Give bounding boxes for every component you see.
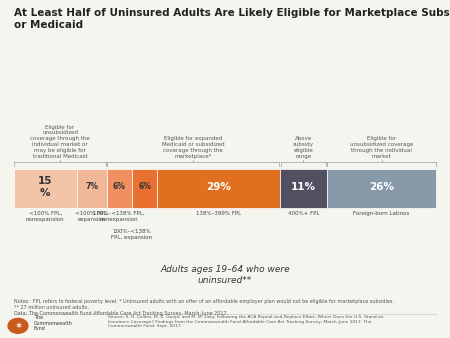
Text: 6%: 6% bbox=[138, 182, 151, 191]
FancyBboxPatch shape bbox=[132, 169, 158, 208]
Text: 26%: 26% bbox=[369, 182, 394, 192]
Text: 11%: 11% bbox=[291, 182, 316, 192]
Text: 29%: 29% bbox=[206, 182, 231, 192]
Text: 138%–399% FPL: 138%–399% FPL bbox=[196, 211, 241, 216]
FancyBboxPatch shape bbox=[280, 169, 327, 208]
Text: Adults ages 19–64 who were
uninsured**: Adults ages 19–64 who were uninsured** bbox=[160, 265, 290, 285]
Text: 100%–<138% FPL,
nonexpansion: 100%–<138% FPL, nonexpansion bbox=[94, 211, 145, 222]
FancyBboxPatch shape bbox=[107, 169, 132, 208]
Text: 7%: 7% bbox=[85, 182, 98, 191]
Circle shape bbox=[8, 318, 28, 333]
Text: Eligible for
unsubsidized coverage
through the individual
market: Eligible for unsubsidized coverage throu… bbox=[350, 136, 413, 159]
FancyBboxPatch shape bbox=[77, 169, 107, 208]
Text: The
Commonwealth
Fund: The Commonwealth Fund bbox=[34, 315, 72, 332]
Text: Eligible for expanded
Medicaid or subsidized
coverage through the
marketplace*: Eligible for expanded Medicaid or subsid… bbox=[162, 136, 225, 159]
Text: Above
subsidy
eligible
range: Above subsidy eligible range bbox=[293, 136, 314, 159]
Text: ✶: ✶ bbox=[14, 321, 22, 331]
Text: At Least Half of Uninsured Adults Are Likely Eligible for Marketplace Subsidies
: At Least Half of Uninsured Adults Are Li… bbox=[14, 8, 450, 30]
FancyBboxPatch shape bbox=[14, 169, 77, 208]
Text: Source: S. R. Collins, M. Z. Gunja, and M. M. Doty. Following the ACA Repeal-and: Source: S. R. Collins, M. Z. Gunja, and … bbox=[108, 315, 383, 329]
Text: Notes:  FPL refers to federal poverty level. * Uninsured adults with an offer of: Notes: FPL refers to federal poverty lev… bbox=[14, 299, 393, 316]
Text: Eligible for
unsubsidized
coverage through the
individual market or
may be eligi: Eligible for unsubsidized coverage throu… bbox=[30, 124, 90, 159]
FancyBboxPatch shape bbox=[158, 169, 280, 208]
FancyBboxPatch shape bbox=[327, 169, 436, 208]
Text: <100% FPL,
nonexpansion: <100% FPL, nonexpansion bbox=[26, 211, 64, 222]
Text: 400%+ FPL: 400%+ FPL bbox=[288, 211, 319, 216]
Text: Foreign-born Latinos: Foreign-born Latinos bbox=[353, 211, 410, 216]
Text: 15
%: 15 % bbox=[38, 176, 53, 197]
Text: <100% FPL,
expansion: <100% FPL, expansion bbox=[75, 211, 108, 222]
Text: 100%–<138%
FPL, expansion: 100%–<138% FPL, expansion bbox=[112, 229, 153, 240]
Text: 6%: 6% bbox=[113, 182, 126, 191]
